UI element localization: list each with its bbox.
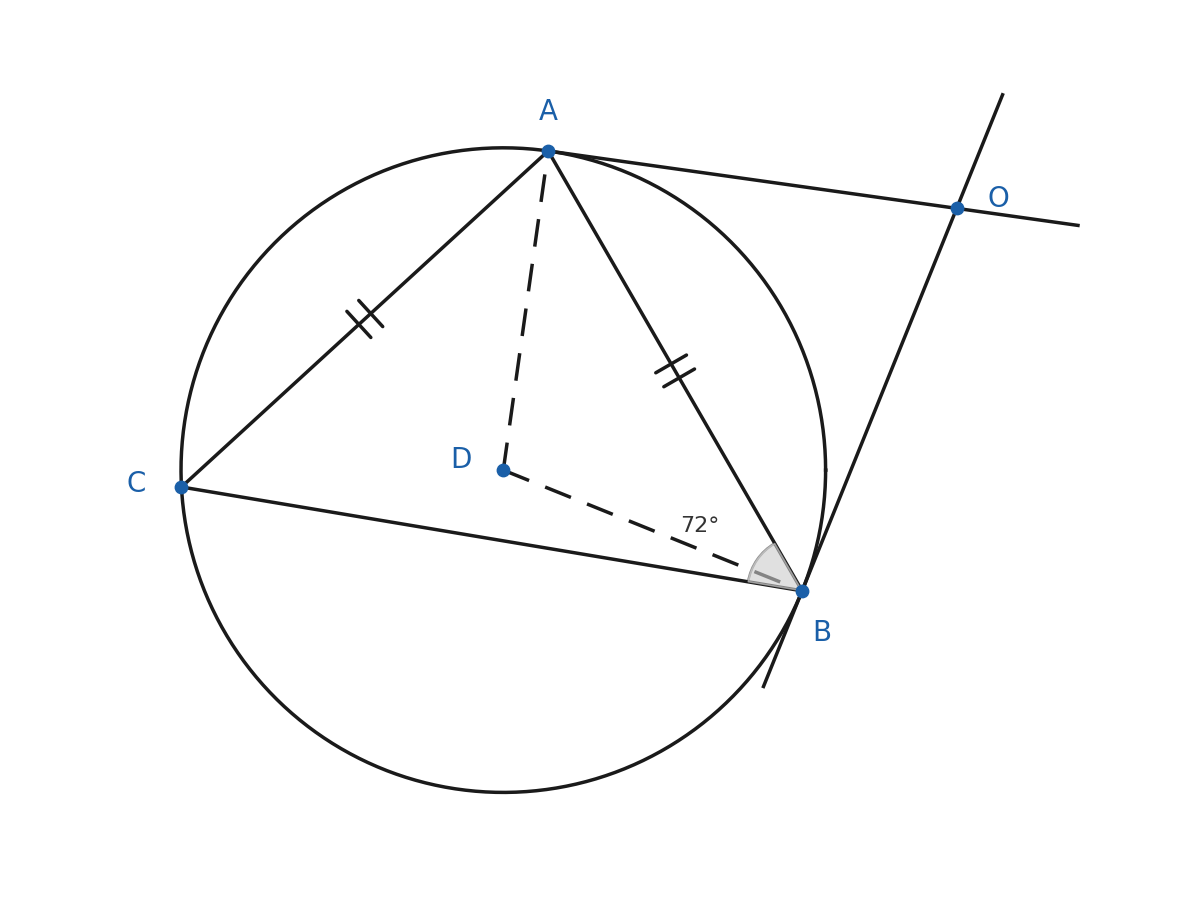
Point <box>493 463 512 478</box>
Point <box>792 584 811 598</box>
Text: B: B <box>812 618 832 646</box>
Text: 72°: 72° <box>680 516 720 536</box>
Point <box>539 143 558 158</box>
Text: A: A <box>539 98 558 126</box>
Point <box>947 201 966 215</box>
Polygon shape <box>748 543 802 591</box>
Point <box>172 479 191 494</box>
Text: D: D <box>451 447 472 475</box>
Text: C: C <box>127 469 146 498</box>
Text: O: O <box>988 184 1009 212</box>
